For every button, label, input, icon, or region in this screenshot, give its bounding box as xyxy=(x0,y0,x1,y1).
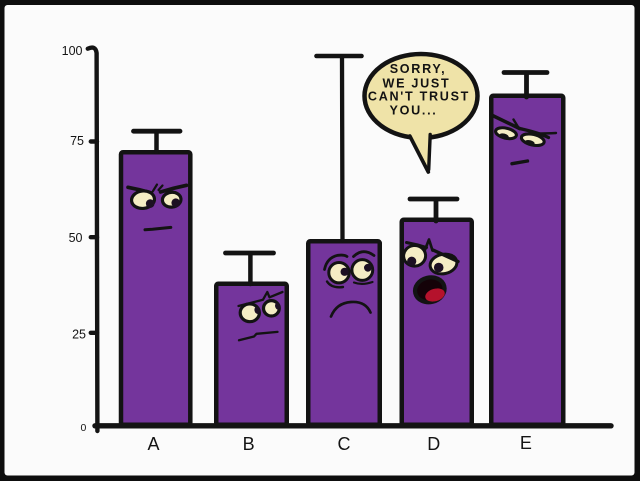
svg-text:B: B xyxy=(243,434,255,454)
svg-text:E: E xyxy=(520,433,532,453)
svg-text:D: D xyxy=(427,434,440,454)
svg-text:25: 25 xyxy=(72,328,86,342)
svg-text:WE JUST: WE JUST xyxy=(383,76,451,90)
svg-text:A: A xyxy=(147,434,159,454)
svg-text:YOU...: YOU... xyxy=(390,104,438,118)
svg-text:CAN'T TRUST: CAN'T TRUST xyxy=(368,90,470,104)
svg-text:100: 100 xyxy=(62,44,83,58)
svg-text:50: 50 xyxy=(69,231,83,245)
svg-text:C: C xyxy=(338,434,351,454)
svg-text:0: 0 xyxy=(80,422,86,434)
svg-text:SORRY,: SORRY, xyxy=(390,62,447,76)
svg-text:75: 75 xyxy=(70,134,84,148)
